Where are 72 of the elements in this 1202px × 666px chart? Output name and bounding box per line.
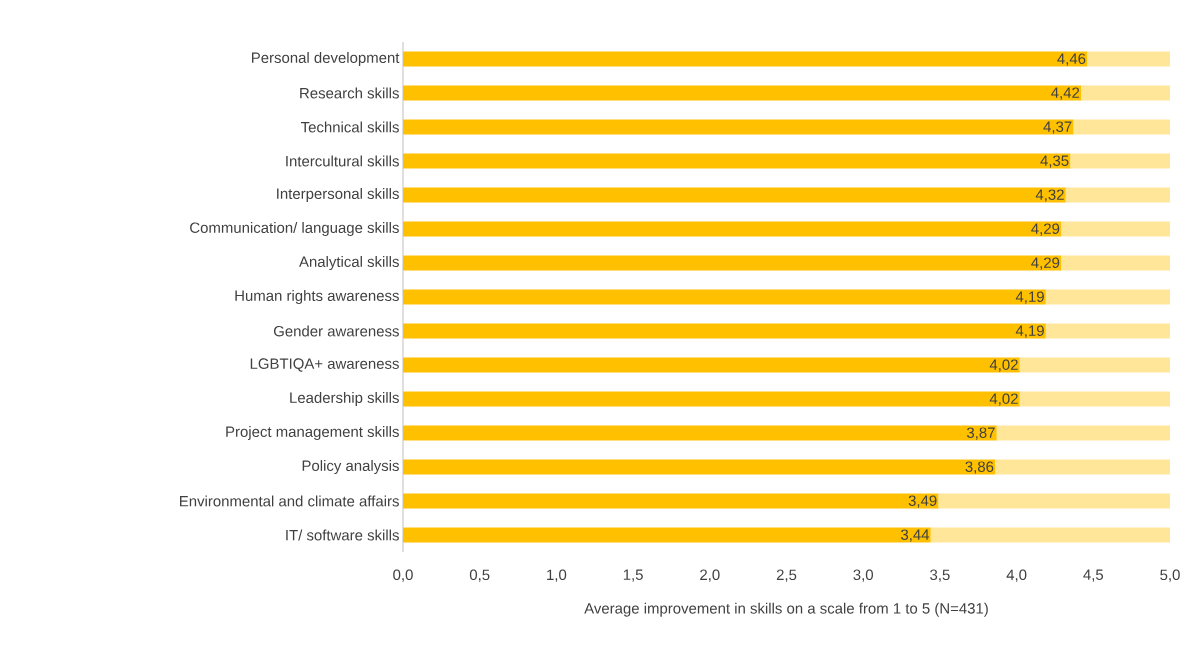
y-tick-label: Environmental and climate affairs	[180, 495, 399, 507]
data-label: 4,42	[1051, 87, 1080, 100]
bar	[403, 187, 1066, 203]
bar	[403, 153, 1071, 169]
x-tick-label: 5,0	[1160, 569, 1180, 582]
data-label: 4,32	[1035, 189, 1064, 202]
data-label: 4,29	[1031, 257, 1060, 270]
bar	[930, 527, 1171, 543]
y-tick-label: Interpersonal skills	[277, 188, 399, 202]
x-tick-label: 4,0	[1006, 569, 1027, 582]
data-label: 3,87	[966, 427, 995, 440]
bar	[403, 459, 996, 475]
bar	[403, 493, 939, 509]
data-label: 4,37	[1043, 121, 1072, 134]
y-tick-label: Intercultural skills	[286, 155, 399, 167]
bar	[403, 221, 1062, 237]
y-tick-label: Gender awareness	[273, 325, 399, 337]
data-label: 4,35	[1040, 155, 1069, 168]
y-tick-label: Personal development	[252, 52, 400, 66]
y-tick-label: IT/ software skills	[286, 529, 399, 541]
bar	[1065, 187, 1171, 203]
bar	[1019, 357, 1171, 373]
bar	[403, 425, 997, 441]
bar	[938, 493, 1171, 509]
y-tick-label: Technical skills	[300, 121, 399, 133]
bar	[1061, 255, 1171, 271]
data-label: 4,29	[1031, 223, 1060, 236]
x-axis-title: Average improvement in skills on a scale from 1 to 5 (N=431)	[584, 602, 988, 617]
x-tick-label: 0,5	[469, 569, 490, 582]
bar	[995, 459, 1171, 475]
y-tick-label: Human rights awareness	[235, 290, 399, 304]
bar	[403, 391, 1020, 407]
data-label: 4,02	[989, 393, 1018, 406]
data-label: 4,02	[989, 359, 1018, 372]
bar	[1070, 153, 1171, 169]
data-label: 4,19	[1015, 325, 1044, 338]
bar	[1019, 391, 1171, 407]
data-label: 3,44	[900, 529, 930, 542]
data-label: 4,19	[1015, 291, 1044, 304]
bar	[1045, 323, 1171, 339]
y-tick-label: Policy analysis	[302, 460, 399, 474]
x-tick-label: 3,5	[930, 569, 950, 582]
bar	[403, 527, 931, 543]
x-tick-label: 1,5	[623, 569, 643, 582]
x-tick-label: 2,5	[776, 569, 797, 582]
x-tick-label: 1,0	[547, 569, 567, 582]
bar	[403, 119, 1074, 135]
bar	[996, 425, 1171, 441]
x-tick-label: 3,0	[853, 569, 873, 582]
data-label: 4,46	[1057, 53, 1086, 66]
bar	[1045, 289, 1171, 305]
bar	[403, 357, 1020, 373]
x-tick-label: 4,5	[1083, 569, 1104, 582]
bar	[403, 255, 1062, 271]
bar	[1061, 221, 1171, 237]
y-tick-label: Analytical skills	[299, 256, 399, 270]
y-tick-label: Communication/ language skills	[190, 222, 399, 236]
y-tick-label: Research skills	[300, 87, 399, 99]
bar	[403, 323, 1046, 339]
bar	[1073, 119, 1171, 135]
bar	[403, 51, 1088, 67]
data-label: 3,86	[965, 461, 994, 474]
y-tick-label: Leadership skills	[290, 392, 399, 406]
y-tick-label: LGBTIQA+ awareness	[250, 358, 399, 372]
data-label: 3,49	[908, 495, 937, 508]
y-tick-label: Project management skills	[226, 426, 399, 440]
x-tick-label: 0,0	[393, 569, 413, 582]
x-tick-label: 2,0	[700, 569, 720, 582]
bar	[403, 289, 1046, 305]
bar	[403, 85, 1082, 101]
bar	[1087, 51, 1171, 67]
bar	[1081, 85, 1171, 101]
